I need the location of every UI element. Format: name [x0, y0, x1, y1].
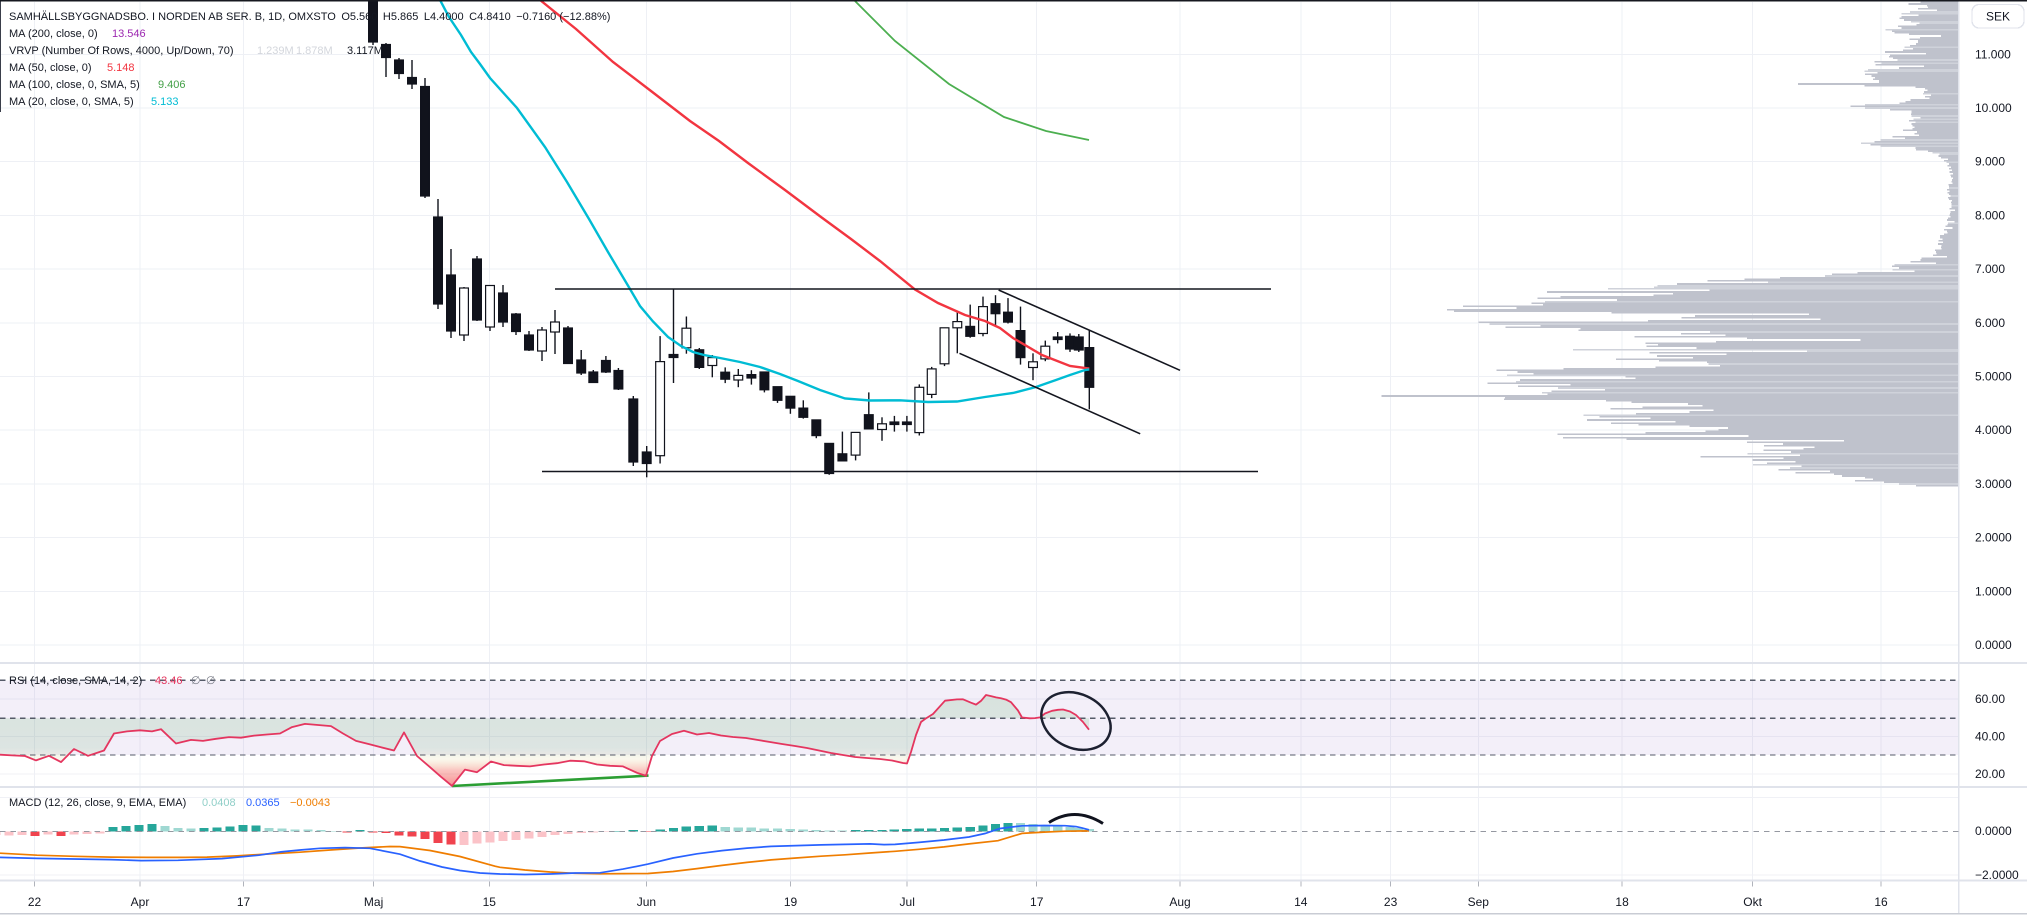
svg-text:18: 18: [1615, 895, 1629, 909]
svg-text:0.0000: 0.0000: [1975, 824, 2012, 838]
svg-text:Jun: Jun: [637, 895, 656, 909]
svg-text:11.000: 11.000: [1975, 47, 2011, 61]
svg-text:2.0000: 2.0000: [1975, 531, 2012, 545]
svg-text:20.00: 20.00: [1975, 767, 2005, 781]
svg-text:16: 16: [1874, 895, 1888, 909]
svg-text:MA (200, close, 0)13.546: MA (200, close, 0) 13.546: [9, 28, 146, 40]
svg-text:Sep: Sep: [1468, 895, 1490, 909]
svg-text:SAMHÄLLSBYGGNADSBO. I NORDEN A: SAMHÄLLSBYGGNADSBO. I NORDEN AB SER. B, …: [9, 11, 610, 23]
svg-text:RSI (14, close, SMA, 14, 2)43.: RSI (14, close, SMA, 14, 2) 43.46 ∅ ∅: [9, 675, 216, 687]
svg-text:MA (50, close, 0)5.148: MA (50, close, 0) 5.148: [9, 62, 135, 74]
svg-text:Aug: Aug: [1169, 895, 1190, 909]
svg-text:4.0000: 4.0000: [1975, 423, 2012, 437]
svg-text:SEK: SEK: [1986, 10, 2010, 24]
svg-text:VRVP (Number Of Rows, 4000, Up: VRVP (Number Of Rows, 4000, Up/Down, 70)…: [9, 45, 383, 57]
svg-text:14: 14: [1294, 895, 1308, 909]
svg-text:−2.0000: −2.0000: [1975, 868, 2019, 882]
svg-text:60.00: 60.00: [1975, 692, 2005, 706]
svg-text:MACD (12, 26, close, 9, EMA, E: MACD (12, 26, close, 9, EMA, EMA) 0.0408 0…: [9, 797, 330, 809]
svg-text:5.0000: 5.0000: [1975, 370, 2012, 384]
svg-text:40.00: 40.00: [1975, 730, 2005, 744]
svg-text:3.0000: 3.0000: [1975, 477, 2012, 491]
svg-text:17: 17: [237, 895, 251, 909]
svg-text:MA (20, close, 0, SMA, 5)5.133: MA (20, close, 0, SMA, 5) 5.133: [9, 96, 179, 108]
svg-text:MA (100, close, 0, SMA, 5)9.40: MA (100, close, 0, SMA, 5) 9.406: [9, 79, 186, 91]
svg-text:22: 22: [28, 895, 42, 909]
svg-text:Apr: Apr: [131, 895, 150, 909]
svg-text:Maj: Maj: [364, 895, 383, 909]
svg-text:0.0000: 0.0000: [1975, 638, 2012, 652]
svg-text:Jul: Jul: [900, 895, 915, 909]
svg-text:Okt: Okt: [1743, 895, 1762, 909]
svg-text:9.000: 9.000: [1975, 155, 2005, 169]
svg-text:17: 17: [1030, 895, 1044, 909]
svg-text:7.000: 7.000: [1975, 262, 2005, 276]
svg-text:23: 23: [1384, 895, 1398, 909]
svg-text:19: 19: [784, 895, 798, 909]
svg-text:1.0000: 1.0000: [1975, 584, 2012, 598]
svg-text:15: 15: [483, 895, 497, 909]
svg-text:6.000: 6.000: [1975, 316, 2005, 330]
svg-text:8.000: 8.000: [1975, 208, 2005, 222]
svg-text:10.000: 10.000: [1975, 101, 2012, 115]
